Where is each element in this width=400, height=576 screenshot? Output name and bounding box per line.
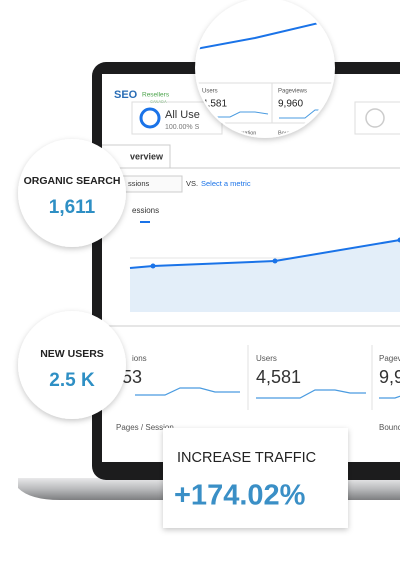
sparkline (279, 109, 333, 119)
chart-legend: essions (132, 206, 159, 215)
card-label: Users (202, 89, 218, 95)
segment-share: 100.00% S (165, 124, 200, 131)
card-label: Pageviews (278, 89, 307, 95)
chart-point (150, 263, 156, 269)
stat-label: NEW USERS (40, 348, 104, 360)
card-value: 4,581 (202, 99, 227, 110)
logo-sub: Resellers (142, 92, 170, 99)
stat-circle (18, 311, 126, 419)
metric-label: Pageviews (379, 354, 400, 363)
stat-value: 2.5 K (49, 370, 95, 391)
tab-border (102, 144, 400, 169)
metric-select-text: ssions (128, 179, 150, 188)
segment-name: All Use (165, 109, 200, 121)
chart-point (272, 258, 278, 264)
segment-card (354, 101, 400, 135)
segment-icon (365, 108, 385, 128)
sparkline (203, 111, 269, 118)
sparkline (135, 387, 240, 396)
metric-label: ions (132, 354, 147, 363)
stat-value: 1,611 (49, 197, 96, 218)
metric-value: 4,581 (256, 367, 301, 387)
segment-icon (139, 107, 161, 129)
metric-label: Pages / Session (116, 423, 174, 432)
highlight-label: INCREASE TRAFFIC (177, 450, 316, 466)
metric-link[interactable]: Select a metric (201, 179, 251, 188)
sparkline (256, 389, 366, 399)
chart-point (397, 237, 400, 243)
vs-text: VS. (186, 179, 198, 188)
chart-area (130, 240, 400, 312)
zoom-card (197, 82, 333, 124)
magnifier (195, 0, 335, 138)
logo: SEO (114, 89, 138, 101)
metric-label: Users (256, 354, 277, 363)
sparkline (379, 395, 400, 399)
stat-circle (18, 139, 126, 247)
zoom-line (197, 17, 333, 51)
tab: verview (130, 151, 164, 161)
metric-label: Bounce Rate (379, 423, 400, 432)
highlight-value: +174.02% (174, 480, 306, 512)
stat-label: ORGANIC SEARCH (24, 175, 121, 187)
metric-value: 9,960 (379, 367, 400, 387)
card-value: 9,960 (278, 99, 303, 110)
highlight-box (163, 428, 348, 528)
